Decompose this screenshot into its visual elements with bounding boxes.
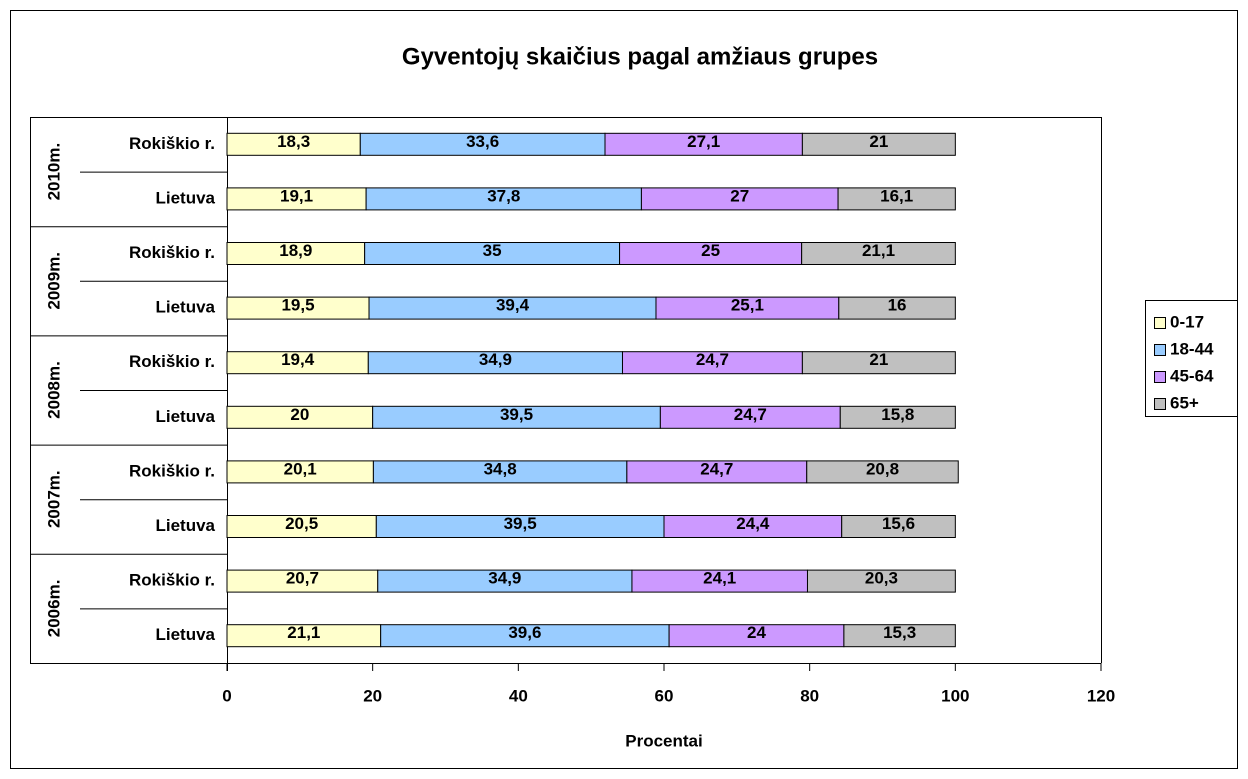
data-label: 20 [290,405,309,424]
chart-border [10,10,1238,769]
category-label: Rokiškio r. [129,571,215,590]
legend-label: 65+ [1170,393,1199,412]
bar-segment [801,242,956,265]
bar-segment [837,187,956,211]
data-label: 19,1 [280,186,313,205]
legend-label: 0-17 [1170,312,1204,331]
category-label: Lietuva [155,298,215,317]
data-label: 20,1 [284,459,317,478]
data-label: 39,4 [496,296,530,315]
data-label: 21,1 [862,241,895,260]
category-label: Lietuva [155,516,215,535]
bar-segment [801,351,956,375]
data-label: 18,9 [279,241,312,260]
data-label: 16,1 [880,186,913,205]
chart-title: Gyventojų skaičius pagal amžiaus grupes [402,43,878,70]
data-label: 25 [701,241,720,260]
data-label: 27 [730,186,749,205]
bar-segment [841,515,956,538]
data-label: 34,8 [484,459,517,478]
data-label: 24,7 [696,350,729,369]
data-label: 24,7 [700,459,733,478]
legend-swatch [1154,344,1166,356]
category-label: Lietuva [155,625,215,644]
legend-label: 45-64 [1170,366,1214,385]
data-label: 24,4 [736,514,770,533]
data-label: 15,6 [882,514,915,533]
data-label: 20,5 [285,514,318,533]
data-label: 16 [888,296,907,315]
data-label: 19,5 [281,296,314,315]
bar-segment [801,132,956,156]
data-label: 19,4 [281,350,315,369]
data-label: 27,1 [687,132,720,151]
data-label: 39,6 [508,623,541,642]
data-label: 39,5 [504,514,537,533]
group-label: 2010m. [44,143,63,201]
category-label: Lietuva [155,188,215,207]
x-tick-label: 20 [363,686,382,705]
bar-segment [806,569,956,593]
data-label: 24 [747,623,766,642]
data-label: 21 [869,132,888,151]
x-axis-label: Procentai [625,731,702,750]
data-label: 18,3 [277,132,310,151]
data-label: 34,9 [479,350,512,369]
category-label: Lietuva [155,407,215,426]
legend-swatch [1154,317,1166,329]
category-label: Rokiškio r. [129,461,215,480]
data-label: 39,5 [500,405,533,424]
x-tick-label: 40 [509,686,528,705]
legend-swatch [1154,371,1166,383]
data-label: 21 [869,350,888,369]
x-tick-label: 120 [1087,686,1115,705]
legend-label: 18-44 [1170,339,1214,358]
x-tick-label: 100 [941,686,969,705]
data-label: 33,6 [466,132,499,151]
data-label: 35 [483,241,502,260]
data-label: 15,8 [881,405,914,424]
data-label: 37,8 [487,186,520,205]
data-label: 20,3 [865,569,898,588]
category-label: Rokiškio r. [129,134,215,153]
data-label: 15,3 [883,623,916,642]
legend-swatch [1154,398,1166,410]
data-label: 24,1 [703,569,736,588]
x-tick-label: 0 [222,686,231,705]
group-label: 2008m. [44,361,63,419]
group-label: 2009m. [44,252,63,310]
group-label: 2007m. [44,470,63,528]
bar-segment [806,460,959,484]
data-label: 24,7 [734,405,767,424]
x-tick-label: 60 [655,686,674,705]
bar-segment [838,296,956,320]
category-label: Rokiškio r. [129,243,215,262]
bar-segment [843,624,956,648]
bar-segment [839,405,956,429]
data-label: 34,9 [488,569,521,588]
data-label: 25,1 [731,296,764,315]
x-tick-label: 80 [800,686,819,705]
data-label: 20,8 [866,459,899,478]
group-label: 2006m. [44,580,63,638]
data-label: 21,1 [287,623,320,642]
data-label: 20,7 [286,569,319,588]
category-label: Rokiškio r. [129,352,215,371]
